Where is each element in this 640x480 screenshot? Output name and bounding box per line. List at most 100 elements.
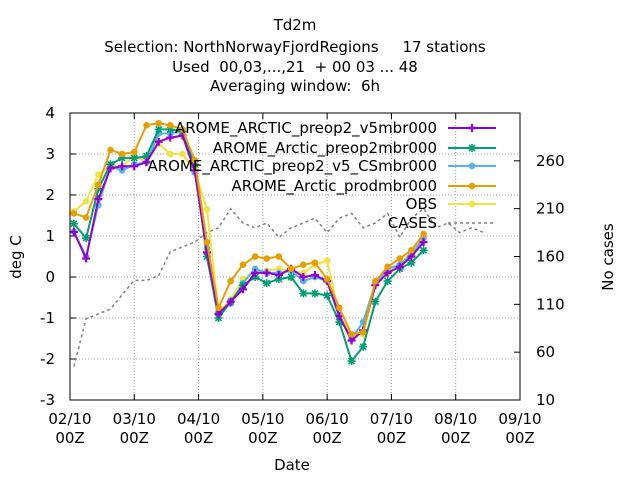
data-point — [274, 270, 283, 279]
data-point — [179, 126, 186, 133]
y2-axis-label: No cases — [599, 223, 617, 291]
x-tick-label-date: 03/10 — [113, 410, 156, 428]
data-point — [262, 268, 271, 277]
data-point — [383, 268, 392, 277]
y2-tick-label: 110 — [536, 295, 565, 313]
x-tick-label-hour: 00Z — [55, 429, 84, 447]
data-point — [238, 285, 247, 294]
data-point — [82, 197, 90, 205]
data-point — [251, 268, 260, 277]
legend: AROME_ARCTIC_preop2_v5mbr000AROME_Arctic… — [147, 119, 496, 232]
data-point — [384, 263, 391, 271]
data-point — [287, 273, 296, 281]
legend-item: AROME_Arctic_prodmbr000 — [231, 177, 496, 196]
x-tick-label-hour: 00Z — [505, 429, 534, 447]
data-point — [69, 227, 78, 236]
data-point — [106, 164, 115, 173]
legend-label: AROME_ARCTIC_preop2_v5mbr000 — [175, 119, 437, 138]
data-point — [70, 210, 78, 217]
x-tick-label-date: 09/10 — [498, 410, 541, 428]
data-point — [166, 150, 174, 158]
plot-frame — [69, 112, 521, 401]
data-point — [420, 230, 427, 238]
data-point — [82, 254, 91, 263]
data-point — [191, 156, 199, 164]
data-point — [300, 269, 307, 277]
data-point — [118, 154, 127, 163]
data-point — [251, 265, 259, 273]
data-point — [142, 152, 151, 161]
data-point — [372, 277, 379, 285]
data-point — [407, 252, 416, 261]
data-point — [300, 277, 307, 285]
data-point — [262, 279, 271, 288]
data-point — [166, 133, 175, 142]
data-point — [130, 154, 139, 163]
y-tick-label: 0 — [45, 268, 55, 286]
data-point — [203, 206, 211, 213]
title-line-3: Used 00,03,...,21 + 00 03 ... 48 — [172, 58, 418, 76]
data-point — [310, 289, 319, 298]
x-tick-label-hour: 00Z — [377, 429, 406, 447]
data-point — [154, 125, 163, 134]
y-tick-label: -2 — [40, 350, 55, 368]
legend-label: CASES — [388, 214, 437, 232]
y-tick-label: 1 — [45, 227, 55, 245]
legend-label: AROME_ARCTIC_preop2_v5_CSmbr000 — [147, 157, 437, 176]
data-point — [214, 314, 223, 322]
data-point — [371, 297, 380, 306]
data-point — [383, 277, 392, 286]
data-point — [299, 273, 308, 281]
y2-tick-label: 10 — [536, 391, 555, 409]
data-point — [335, 311, 344, 320]
data-point — [203, 238, 211, 246]
series-CASES — [73, 207, 485, 367]
data-point — [396, 255, 404, 262]
data-point — [348, 331, 355, 338]
data-point — [106, 160, 115, 169]
chart-title: Td2m Selection: NorthNorwayFjordRegions … — [104, 16, 486, 95]
data-point — [82, 234, 91, 243]
legend-marker — [468, 200, 476, 208]
y-tick-label: -3 — [40, 391, 55, 409]
data-point — [94, 195, 103, 204]
data-point — [154, 137, 163, 146]
data-point — [142, 158, 151, 167]
legend-label: AROME_Arctic_preop2mbr000 — [213, 139, 437, 158]
data-point — [323, 291, 332, 300]
y-tick-label: 2 — [45, 186, 55, 204]
legend-item: AROME_ARCTIC_preop2_v5mbr000 — [175, 119, 496, 138]
y-tick-label: -1 — [40, 309, 55, 327]
x-tick-label-hour: 00Z — [184, 429, 213, 447]
data-point — [359, 342, 368, 351]
data-point — [287, 265, 295, 273]
legend-marker — [468, 124, 476, 132]
x-tick-label-hour: 00Z — [312, 429, 341, 447]
data-point — [300, 261, 307, 269]
legend-item: CASES — [388, 214, 496, 232]
data-point — [166, 122, 174, 129]
y-tick-label: 4 — [45, 104, 55, 122]
data-point — [227, 277, 235, 285]
data-point — [275, 253, 283, 260]
data-point — [274, 275, 283, 284]
data-point — [336, 304, 343, 312]
x-tick-label-date: 08/10 — [434, 410, 477, 428]
y2-tick-label: 210 — [536, 200, 565, 218]
data-point — [214, 309, 223, 318]
data-point — [408, 247, 415, 254]
data-point — [155, 119, 163, 127]
data-point — [118, 167, 126, 174]
x-tick-label-date: 02/10 — [48, 410, 91, 428]
data-point — [323, 257, 331, 264]
data-point — [143, 122, 150, 129]
data-point — [263, 255, 271, 262]
data-point — [359, 329, 367, 336]
y2-axis: 10 60 110 160 210 260 — [514, 152, 565, 409]
y2-tick-label: 60 — [536, 343, 555, 361]
legend-item: OBS — [406, 195, 496, 213]
series-line — [73, 207, 485, 367]
data-point — [179, 150, 186, 158]
data-point — [215, 304, 222, 312]
